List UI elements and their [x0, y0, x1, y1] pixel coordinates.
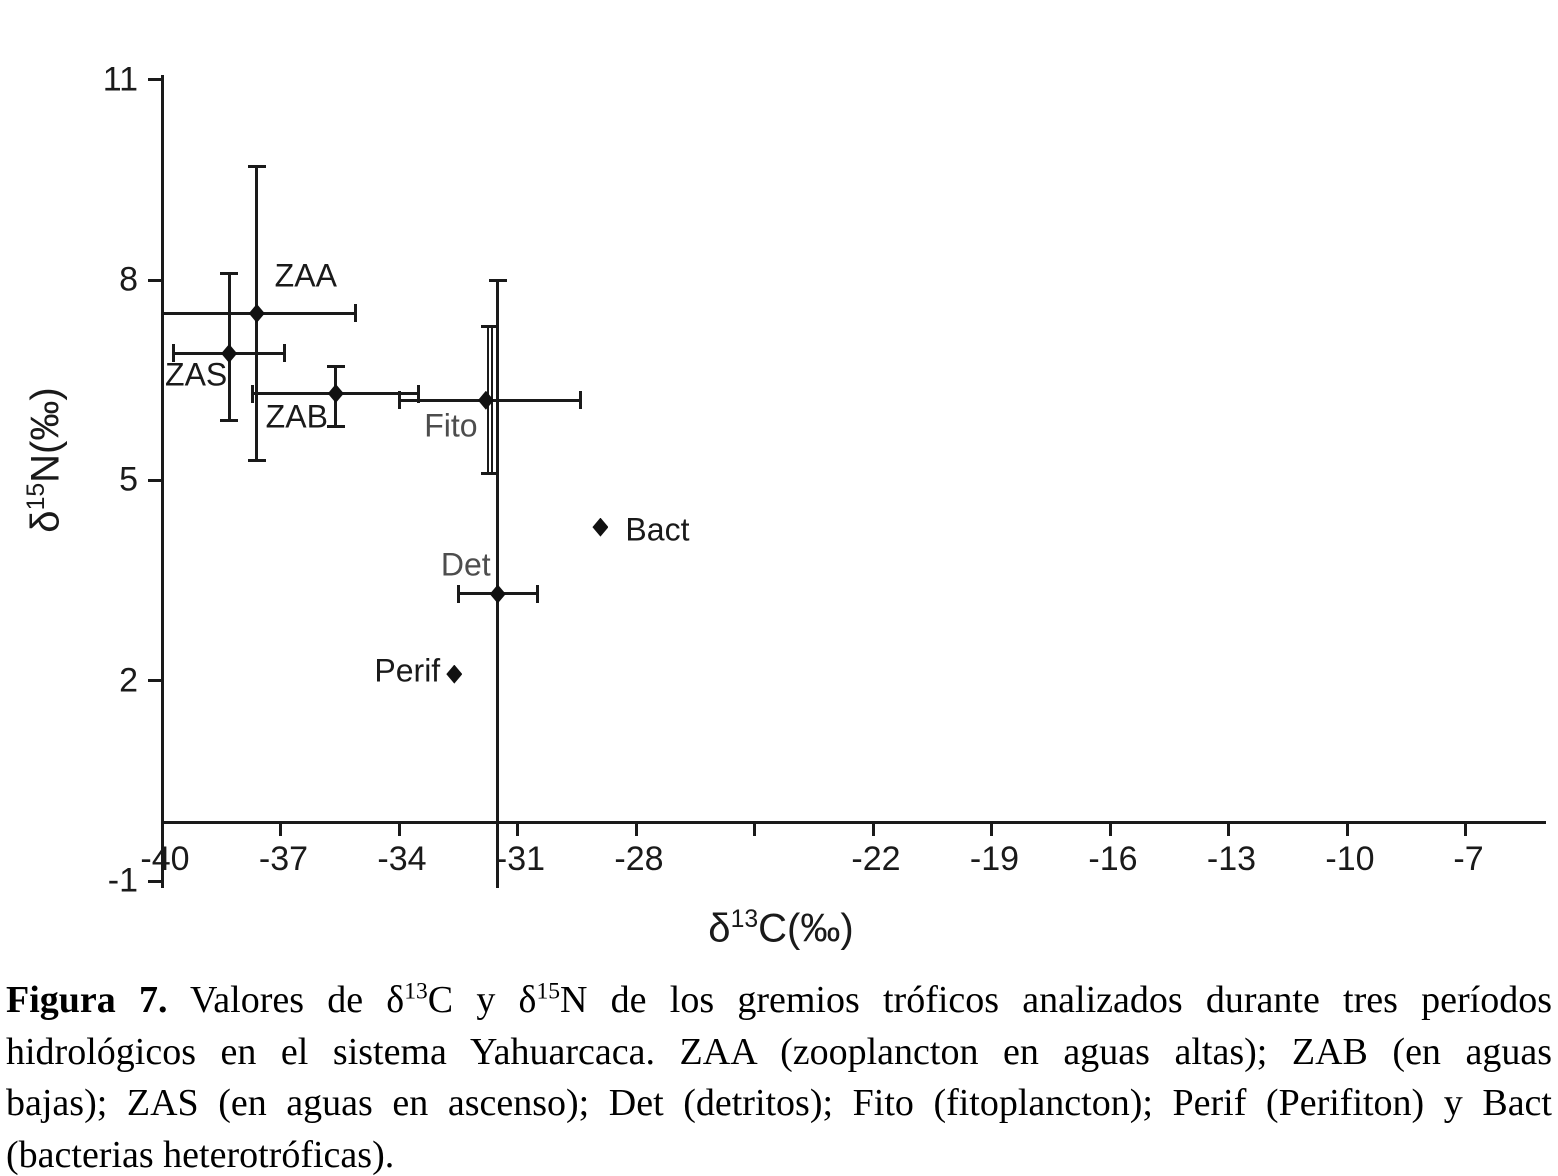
error-bar-cap: [172, 344, 176, 363]
x-tick: [1464, 822, 1467, 836]
text-segment: C(‰): [758, 906, 854, 951]
text-segment: 15: [536, 978, 561, 1005]
x-tick: [1227, 822, 1230, 836]
error-bar-cap: [417, 384, 421, 403]
error-bar-cap: [480, 325, 499, 329]
y-axis-title: δ15N(‰): [23, 387, 69, 533]
x-tick: [753, 822, 756, 836]
figure-caption: Figura 7. Valores de δ13C y δ15N de los …: [6, 975, 1552, 1176]
x-tick-label: -13: [1206, 840, 1257, 878]
text-segment: hidrológicos en el sistema Yahuarcaca. Z…: [6, 1030, 1552, 1073]
error-bar-cap: [456, 584, 460, 603]
y-tick: [148, 78, 162, 82]
x-tick-label: -37: [258, 840, 309, 878]
point-label-Bact: Bact: [625, 511, 690, 548]
x-tick-label: -28: [614, 840, 664, 878]
y-tick-label: -1: [107, 861, 138, 900]
data-point-Perif: [446, 664, 463, 684]
y-tick: [148, 278, 162, 282]
x-tick: [990, 822, 993, 836]
y-tick-label: 11: [102, 60, 138, 99]
text-segment: Valores de δ: [167, 979, 405, 1021]
data-point-ZAA: [248, 303, 265, 323]
x-tick: [871, 822, 875, 836]
error-bar-cap: [326, 365, 345, 369]
error-bar-cap: [326, 425, 345, 429]
y-axis-line: [160, 75, 164, 888]
error-bar-cap: [220, 271, 239, 275]
error-bar-cap: [480, 472, 499, 476]
text-segment: 13: [730, 906, 759, 934]
error-bar-cap: [247, 164, 266, 168]
text-segment: C y δ: [427, 979, 537, 1021]
x-axis-title: δ13C(‰): [708, 907, 853, 952]
x-tick: [1345, 822, 1349, 836]
caption-line-1: Figura 7. Valores de δ13C y δ15N de los …: [6, 975, 1552, 1027]
y-tick-label: 5: [119, 460, 138, 499]
point-label-Fito: Fito: [424, 407, 478, 444]
text-segment: Figura 7.: [6, 979, 168, 1021]
error-bar-cap: [354, 304, 358, 323]
x-tick: [279, 822, 282, 836]
data-point-Fito: [477, 390, 494, 410]
caption-line-4: (bacterias heterotróficas).: [6, 1130, 1552, 1176]
text-segment: N de los gremios tróficos analizados dur…: [560, 979, 1552, 1021]
error-bar-cap: [282, 344, 286, 363]
error-bar-cap: [220, 418, 239, 422]
point-label-ZAA: ZAA: [274, 257, 337, 294]
text-segment: 13: [404, 978, 428, 1005]
text-segment: N(‰): [23, 387, 68, 483]
data-point-ZAS: [221, 343, 238, 363]
x-tick-label: -19: [969, 840, 1020, 878]
text-segment: δ: [23, 510, 68, 533]
error-bar-cap: [251, 384, 255, 403]
x-tick: [397, 822, 401, 836]
y-tick-label: 2: [119, 661, 138, 700]
x-tick-label: -34: [377, 840, 427, 878]
error-bar-cap: [247, 458, 266, 462]
caption-line-3: bajas); ZAS (en aguas en ascenso); Det (…: [6, 1078, 1552, 1130]
error-bar-cap: [397, 391, 401, 410]
y-tick-label: 8: [119, 260, 138, 299]
x-tick-label: -10: [1325, 840, 1375, 878]
x-tick: [1108, 822, 1112, 836]
text-segment: bajas); ZAS (en aguas en ascenso); Det (…: [6, 1082, 1552, 1124]
point-label-Perif: Perif: [374, 652, 441, 689]
error-bar-cap: [535, 584, 539, 603]
error-bar-cap: [579, 391, 583, 410]
x-tick: [634, 822, 638, 836]
error-bar-v-Det: [496, 280, 500, 888]
y-tick: [148, 478, 162, 482]
text-segment: 15: [23, 482, 51, 511]
x-tick-label: -7: [1453, 840, 1484, 878]
caption-line-2: hidrológicos en el sistema Yahuarcaca. Z…: [6, 1027, 1552, 1079]
point-label-ZAB: ZAB: [265, 398, 328, 435]
data-point-Bact: [592, 517, 609, 537]
data-point-ZAB: [327, 384, 344, 404]
isotope-scatter-plot: 11 8 5 2 -1 -40 -37 -34 -31 -28 -22 -19 -16 -13 -10 -7 Z…: [102, 60, 1546, 900]
y-tick: [148, 679, 162, 683]
x-axis-line: [162, 820, 1546, 824]
x-tick-label: -16: [1088, 840, 1138, 878]
x-tick-label: -22: [851, 840, 901, 878]
y-tick: [148, 879, 162, 883]
x-tick: [516, 822, 519, 836]
data-point-Det: [489, 584, 506, 604]
text-segment: (bacterias heterotróficas).: [6, 1133, 395, 1176]
x-tick-label: -31: [495, 840, 546, 878]
error-bar-cap: [488, 278, 507, 282]
text-segment: δ: [708, 906, 731, 951]
point-label-ZAS: ZAS: [165, 356, 228, 393]
x-tick-label: -40: [140, 840, 190, 878]
point-label-Det: Det: [440, 546, 491, 583]
